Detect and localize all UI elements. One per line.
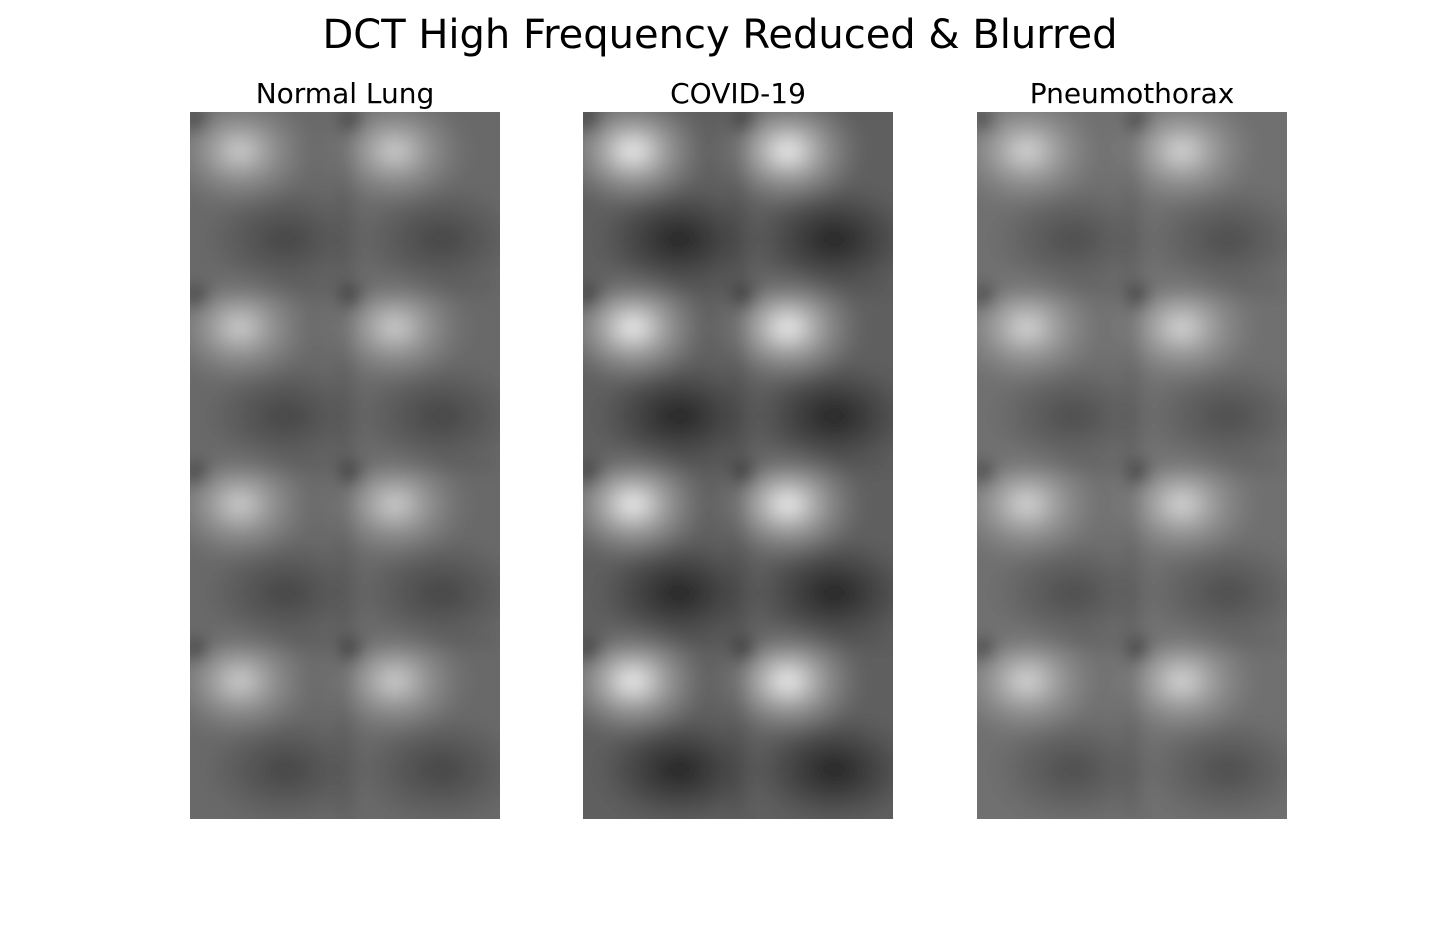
dct-tile — [1104, 621, 1287, 819]
dct-tile — [190, 444, 372, 650]
figure-title: DCT High Frequency Reduced & Blurred — [322, 12, 1118, 58]
dct-tile — [190, 112, 372, 296]
dct-tile-grid — [977, 112, 1287, 819]
dct-tile — [710, 621, 893, 819]
dct-tile — [977, 267, 1159, 473]
dct-tile — [977, 112, 1159, 296]
dct-tile — [317, 267, 500, 473]
panel-pneumothorax: Pneumothorax — [977, 0, 1287, 819]
panel-covid-19: COVID-19 — [583, 0, 893, 819]
dct-tile — [977, 621, 1159, 819]
dct-tile — [583, 112, 765, 296]
dct-tile — [317, 621, 500, 819]
dct-tile — [317, 112, 500, 296]
dct-tile-grid — [583, 112, 893, 819]
dct-tile — [583, 267, 765, 473]
dct-tile — [190, 267, 372, 473]
dct-tile — [583, 621, 765, 819]
panel-normal-lung: Normal Lung — [190, 0, 500, 819]
dct-image-normal-lung — [190, 112, 500, 819]
panel-title: Pneumothorax — [1029, 77, 1235, 110]
dct-tile — [710, 267, 893, 473]
dct-tile — [583, 444, 765, 650]
dct-tile-grid — [190, 112, 500, 819]
panel-title: COVID-19 — [670, 77, 806, 110]
dct-image-pneumothorax — [977, 112, 1287, 819]
panel-title: Normal Lung — [255, 77, 435, 110]
dct-tile — [710, 444, 893, 650]
dct-tile — [190, 621, 372, 819]
dct-tile — [710, 112, 893, 296]
dct-tile — [1104, 267, 1287, 473]
dct-tile — [1104, 112, 1287, 296]
dct-tile — [317, 444, 500, 650]
dct-image-covid-19 — [583, 112, 893, 819]
dct-tile — [1104, 444, 1287, 650]
dct-tile — [977, 444, 1159, 650]
